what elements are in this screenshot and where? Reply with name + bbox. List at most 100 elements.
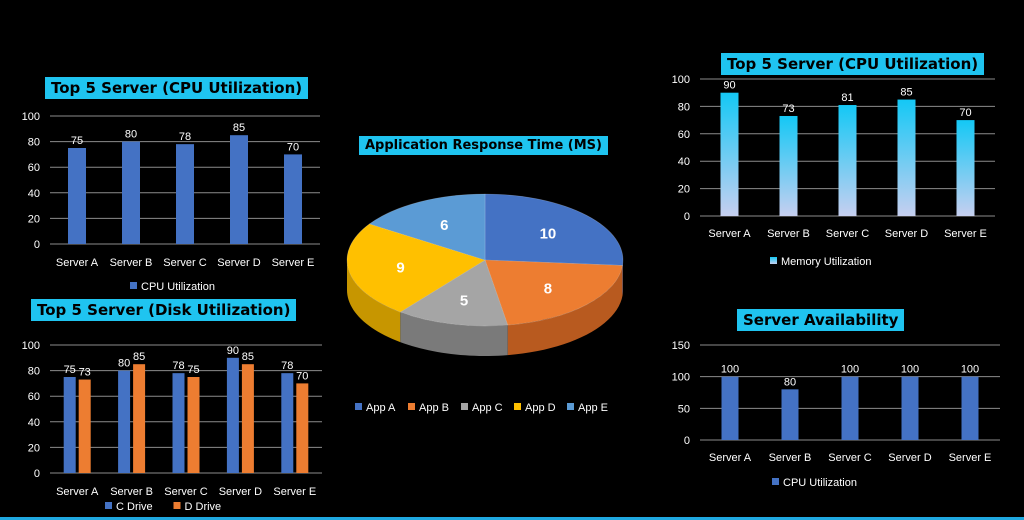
disk-xtick-label: Server A xyxy=(56,486,99,498)
disk-xtick-label: Server C xyxy=(164,486,207,498)
cpu-xtick-label: Server E xyxy=(272,257,315,269)
cpu-ytick-label: 80 xyxy=(28,137,40,149)
disk-xtick-label: Server B xyxy=(110,486,153,498)
memory-xtick-label: Server D xyxy=(885,228,928,240)
disk-legend-label: D Drive xyxy=(185,501,222,513)
memory-utilization-chart: 0 20 40 60 80 100 90 Server A 73 Server B 81 Server… xyxy=(672,74,995,268)
cpu-bar xyxy=(284,154,302,244)
availability-bar xyxy=(901,376,919,440)
availability-chart-title: Server Availability xyxy=(737,309,905,331)
disk-bar xyxy=(133,364,146,473)
cpu-data-label: 85 xyxy=(233,122,245,134)
disk-ytick-label: 20 xyxy=(28,442,40,454)
bottom-accent-line xyxy=(0,517,1024,520)
cpu-bar xyxy=(230,135,248,244)
disk-legend-swatch xyxy=(105,502,112,509)
availability-ytick-label: 0 xyxy=(684,435,690,447)
cpu-chart-title: Top 5 Server (CPU Utilization) xyxy=(45,77,309,99)
disk-ytick-label: 0 xyxy=(34,468,40,480)
availability-data-label: 100 xyxy=(841,364,859,376)
availability-legend-swatch xyxy=(772,478,779,485)
pie-legend-swatch xyxy=(408,403,415,410)
cpu-ytick-label: 20 xyxy=(28,213,40,225)
pie-legend-swatch xyxy=(355,403,362,410)
pie-slice xyxy=(346,223,486,313)
pie-chart-title: Application Response Time (MS) xyxy=(359,136,608,155)
disk-bar xyxy=(241,364,254,473)
cpu-xtick-label: Server B xyxy=(110,257,153,269)
pie-slice xyxy=(399,259,509,327)
memory-ytick-label: 40 xyxy=(678,156,690,168)
pie-legend-label: App A xyxy=(366,402,396,414)
availability-xtick-label: Server D xyxy=(888,452,931,464)
disk-data-label: 70 xyxy=(296,370,308,382)
cpu-ytick-label: 60 xyxy=(28,162,40,174)
availability-data-label: 100 xyxy=(901,364,919,376)
disk-xtick-label: Server E xyxy=(273,486,316,498)
disk-bar xyxy=(296,383,309,473)
memory-legend-label: Memory Utilization xyxy=(781,256,871,268)
pie-data-label: 8 xyxy=(544,281,552,298)
availability-legend-label: CPU Utilization xyxy=(783,477,857,489)
disk-bar xyxy=(118,370,131,473)
memory-data-label: 70 xyxy=(959,107,971,119)
memory-ytick-label: 0 xyxy=(684,211,690,223)
disk-data-label: 80 xyxy=(118,358,130,370)
memory-bar xyxy=(838,105,857,216)
memory-ytick-label: 80 xyxy=(678,101,690,113)
availability-data-label: 100 xyxy=(961,364,979,376)
pie-legend-label: App D xyxy=(525,402,556,414)
availability-bar xyxy=(841,376,859,440)
disk-bar xyxy=(78,379,91,473)
cpu-bar xyxy=(122,141,140,244)
disk-ytick-label: 40 xyxy=(28,417,40,429)
cpu-ytick-label: 0 xyxy=(34,239,40,251)
pie-data-label: 5 xyxy=(460,293,468,310)
cpu-legend-swatch xyxy=(130,282,137,289)
cpu-data-label: 75 xyxy=(71,135,83,147)
disk-data-label: 73 xyxy=(79,367,91,379)
response-time-pie-chart: 10 8 5 9 6 App A App B App C App D App E xyxy=(346,193,624,414)
pie-legend-swatch xyxy=(461,403,468,410)
cpu-utilization-chart: 0 20 40 60 80 100 75 Server A 80 Server B 78 Server… xyxy=(22,111,320,293)
availability-xtick-label: Server E xyxy=(949,452,992,464)
memory-bar xyxy=(720,92,739,216)
memory-legend-swatch xyxy=(770,257,777,264)
disk-ytick-label: 100 xyxy=(22,340,40,352)
pie-legend-label: App E xyxy=(578,402,608,414)
cpu-ytick-label: 40 xyxy=(28,188,40,200)
disk-data-label: 78 xyxy=(281,360,293,372)
disk-chart-title: Top 5 Server (Disk Utilization) xyxy=(31,299,297,321)
cpu-xtick-label: Server C xyxy=(163,257,206,269)
availability-data-label: 100 xyxy=(721,364,739,376)
cpu-bar xyxy=(68,148,86,244)
memory-data-label: 73 xyxy=(782,103,794,115)
cpu-legend-label: CPU Utilization xyxy=(141,281,215,293)
availability-xtick-label: Server B xyxy=(769,452,812,464)
disk-data-label: 75 xyxy=(64,364,76,376)
disk-data-label: 85 xyxy=(242,351,254,363)
cpu-xtick-label: Server A xyxy=(56,257,99,269)
disk-bar xyxy=(281,373,294,473)
pie-legend-label: App C xyxy=(472,402,503,414)
disk-bar xyxy=(187,377,200,473)
pie-legend-swatch xyxy=(514,403,521,410)
cpu-data-label: 80 xyxy=(125,129,137,141)
availability-xtick-label: Server A xyxy=(709,452,752,464)
pie-slice-side xyxy=(507,265,623,356)
availability-ytick-label: 150 xyxy=(672,340,690,352)
pie-slice-side xyxy=(400,312,508,356)
memory-ytick-label: 20 xyxy=(678,184,690,196)
cpu-bar xyxy=(176,144,194,244)
cpu-data-label: 78 xyxy=(179,131,191,143)
disk-data-label: 75 xyxy=(187,364,199,376)
availability-bar xyxy=(721,376,739,440)
memory-chart-title: Top 5 Server (CPU Utilization) xyxy=(721,53,985,75)
pie-slice xyxy=(368,193,486,261)
pie-data-label: 9 xyxy=(396,260,404,277)
pie-legend-label: App B xyxy=(419,402,449,414)
memory-data-label: 85 xyxy=(900,87,912,99)
memory-ytick-label: 100 xyxy=(672,74,690,86)
availability-ytick-label: 100 xyxy=(672,372,690,384)
